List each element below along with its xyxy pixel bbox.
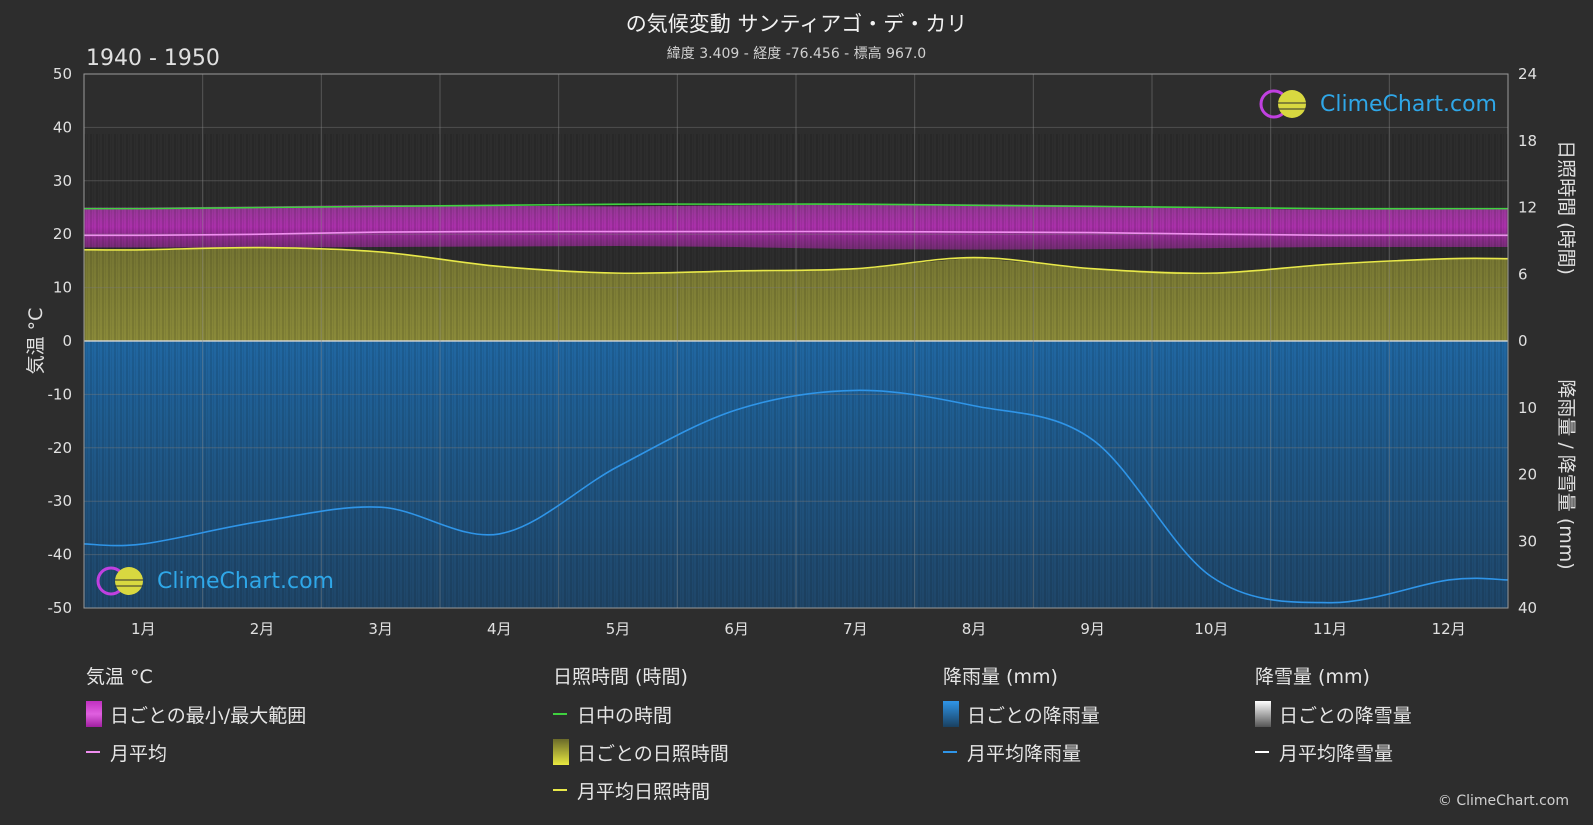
left-tick-label: -20 bbox=[48, 439, 73, 457]
legend-label: 月平均降雪量 bbox=[1279, 742, 1394, 765]
legend-label: 日ごとの降雨量 bbox=[967, 704, 1100, 727]
legend-temperature: 気温 °C 日ごとの最小/最大範囲 月平均 bbox=[86, 662, 306, 778]
legend-snow: 降雪量 (mm) 日ごとの降雪量 月平均降雪量 bbox=[1255, 662, 1412, 778]
right-top-axis-label: 日照時間 (時間) bbox=[1555, 140, 1577, 275]
left-tick-label: -30 bbox=[48, 492, 73, 510]
left-tick-label: 50 bbox=[53, 65, 72, 83]
series-line-月平均日照時間 bbox=[83, 246, 1509, 275]
right-rain-tick-label: 20 bbox=[1518, 466, 1537, 484]
series-line-日中の時間 bbox=[83, 203, 1508, 210]
legend-item: 日ごとの最小/最大範囲 bbox=[86, 701, 307, 727]
x-tick-label: 5月 bbox=[606, 620, 631, 638]
x-tick-label: 8月 bbox=[962, 620, 987, 638]
x-tick-label: 10月 bbox=[1194, 620, 1228, 638]
logo-bottom[interactable]: ClimeChart.com bbox=[95, 565, 334, 597]
climate-chart: 50 40 30 20 10 0 -10 -20 -30 -40 -50 24 18 12 6 0 10 20 30… bbox=[25, 65, 1577, 638]
daily-texture bbox=[84, 134, 1508, 608]
legend-item: 月平均 bbox=[86, 740, 306, 765]
legend-header: 降雨量 (mm) bbox=[943, 666, 1058, 688]
left-tick-label: -10 bbox=[48, 385, 73, 403]
legend-item: 月平均降雪量 bbox=[1255, 740, 1412, 765]
legend-item: 月平均降雨量 bbox=[943, 740, 1100, 765]
legend-line bbox=[553, 713, 567, 715]
logo-icon bbox=[1259, 89, 1306, 119]
right-sun-tick-label: 0 bbox=[1518, 332, 1528, 350]
x-tick-label: 9月 bbox=[1080, 620, 1105, 638]
legend-label: 日ごとの日照時間 bbox=[577, 742, 729, 765]
left-tick-label: -40 bbox=[48, 546, 73, 564]
legend-item: 日中の時間 bbox=[553, 702, 729, 727]
chart-subtitle: 緯度 3.409 - 経度 -76.456 - 標高 967.0 bbox=[666, 46, 927, 62]
legend-line bbox=[553, 789, 567, 791]
legend-item: 日ごとの日照時間 bbox=[553, 739, 729, 765]
x-tick-label: 6月 bbox=[724, 620, 749, 638]
legend-label: 日ごとの最小/最大範囲 bbox=[110, 704, 307, 727]
legend-header: 降雪量 (mm) bbox=[1255, 666, 1370, 688]
x-tick-label: 7月 bbox=[843, 620, 868, 638]
period-label: 1940 - 1950 bbox=[86, 46, 220, 71]
x-tick-label: 1月 bbox=[131, 620, 156, 638]
left-tick-label: 20 bbox=[53, 225, 72, 243]
left-tick-label: 10 bbox=[53, 279, 72, 297]
legend-item: 日ごとの降雨量 bbox=[943, 701, 1100, 727]
x-tick-label: 11月 bbox=[1313, 620, 1347, 638]
left-tick-label: 30 bbox=[53, 172, 72, 190]
right-sun-tick-label: 24 bbox=[1518, 65, 1537, 83]
left-tick-label: 0 bbox=[62, 332, 72, 350]
legend-rain: 降雨量 (mm) 日ごとの降雨量 月平均降雨量 bbox=[943, 662, 1100, 778]
logo-text: ClimeChart.com bbox=[1320, 91, 1497, 117]
right-sun-tick-label: 6 bbox=[1518, 265, 1528, 283]
right-bottom-axis-label: 降雨量 / 降雪量 (mm) bbox=[1555, 379, 1577, 569]
left-tick-label: -50 bbox=[48, 599, 73, 617]
right-rain-tick-label: 40 bbox=[1518, 599, 1537, 617]
legend-header: 日照時間 (時間) bbox=[553, 666, 688, 688]
right-sun-tick-label: 18 bbox=[1518, 132, 1537, 150]
legend-label: 日ごとの降雪量 bbox=[1279, 704, 1412, 727]
legend-swatch bbox=[86, 701, 102, 727]
left-tick-label: 40 bbox=[53, 118, 72, 136]
chart-title: の気候変動 サンティアゴ・デ・カリ bbox=[625, 12, 968, 36]
plot-border bbox=[83, 73, 1509, 609]
legend-line bbox=[86, 751, 100, 753]
legend-swatch bbox=[1255, 701, 1271, 727]
series-line-月平均 bbox=[83, 230, 1508, 237]
legend-swatch bbox=[553, 739, 569, 765]
x-tick-label: 12月 bbox=[1432, 620, 1466, 638]
x-tick-label: 3月 bbox=[368, 620, 393, 638]
legend-label: 月平均 bbox=[110, 742, 168, 765]
x-tick-label: 2月 bbox=[250, 620, 275, 638]
legend-line bbox=[943, 751, 957, 753]
legend-line bbox=[1255, 751, 1269, 753]
logo-icon bbox=[96, 566, 143, 596]
left-axis-label: 気温 °C bbox=[25, 308, 47, 375]
legend-swatch bbox=[943, 701, 959, 727]
legend-sunshine: 日照時間 (時間) 日中の時間 日ごとの日照時間 月平均日照時間 bbox=[553, 662, 729, 816]
logo-top[interactable]: ClimeChart.com bbox=[1258, 88, 1497, 120]
copyright: © ClimeChart.com bbox=[1437, 793, 1569, 809]
logo-text: ClimeChart.com bbox=[157, 568, 334, 594]
series-line-月平均降雨量 bbox=[83, 389, 1509, 604]
right-rain-tick-label: 30 bbox=[1518, 532, 1537, 550]
legend-label: 日中の時間 bbox=[577, 704, 673, 727]
legend-label: 月平均降雨量 bbox=[967, 742, 1082, 765]
legend-item: 日ごとの降雪量 bbox=[1255, 701, 1412, 727]
right-rain-tick-label: 10 bbox=[1518, 399, 1537, 417]
legend-item: 月平均日照時間 bbox=[553, 778, 729, 803]
legend-label: 月平均日照時間 bbox=[577, 780, 711, 803]
right-sun-tick-label: 12 bbox=[1518, 199, 1537, 217]
legend-header: 気温 °C bbox=[86, 666, 153, 688]
x-tick-label: 4月 bbox=[487, 620, 512, 638]
